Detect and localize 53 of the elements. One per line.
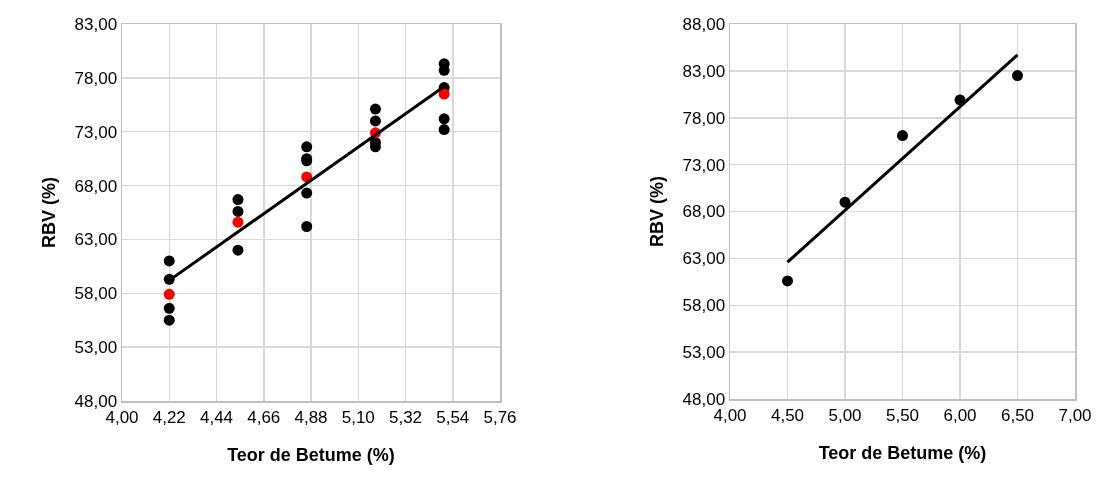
point xyxy=(438,88,450,100)
x-axis-title: Teor de Betume (%) xyxy=(818,442,987,463)
point xyxy=(1012,70,1023,82)
x-tick-label: 4,66 xyxy=(247,407,281,427)
point xyxy=(438,124,450,136)
y-tick-label: 58,00 xyxy=(74,284,118,304)
y-tick-label: 83,00 xyxy=(74,14,118,34)
y-axis-title: RBV (%) xyxy=(39,177,59,248)
x-tick-label: 5,32 xyxy=(388,407,423,427)
point xyxy=(163,302,175,314)
x-tick-label: 6,50 xyxy=(1000,405,1035,425)
y-tick-label: 73,00 xyxy=(682,155,726,175)
x-tick-label: 5,00 xyxy=(828,405,862,425)
point xyxy=(232,216,244,228)
x-axis-title: Teor de Betume (%) xyxy=(227,444,395,465)
x-tick-label: 5,10 xyxy=(341,407,375,427)
point xyxy=(301,187,313,199)
point xyxy=(839,196,851,208)
point xyxy=(369,103,381,115)
y-tick-label: 53,00 xyxy=(682,343,726,363)
x-tick-label: 4,44 xyxy=(199,407,234,427)
x-tick-label: 5,54 xyxy=(436,407,470,427)
point xyxy=(232,194,244,206)
x-tick-label: 4,50 xyxy=(770,405,805,425)
y-tick-label: 73,00 xyxy=(74,122,118,142)
point xyxy=(301,221,313,232)
y-tick-label: 78,00 xyxy=(74,68,118,88)
y-tick-label: 63,00 xyxy=(682,249,726,269)
y-tick-label: 58,00 xyxy=(682,296,726,316)
y-axis-title: RBV (%) xyxy=(647,176,667,247)
y-tick-label: 68,00 xyxy=(74,176,118,196)
x-tick-label: 5,50 xyxy=(885,405,920,425)
y-tick-label: 83,00 xyxy=(682,61,726,81)
point xyxy=(301,141,313,153)
y-tick-label: 68,00 xyxy=(682,202,726,222)
point xyxy=(897,130,908,142)
y-tick-label: 78,00 xyxy=(682,108,726,128)
point xyxy=(232,244,244,256)
x-tick-label: 4,88 xyxy=(294,407,328,427)
point xyxy=(163,288,175,300)
point xyxy=(438,113,450,125)
point xyxy=(369,115,381,127)
x-tick-label: 5,76 xyxy=(483,407,517,427)
x-tick-label: 4,22 xyxy=(152,407,186,427)
x-tick-label: 7,00 xyxy=(1058,405,1092,425)
point xyxy=(163,255,175,267)
y-tick-label: 53,00 xyxy=(74,338,118,358)
x-tick-label: 6,00 xyxy=(943,405,977,425)
y-tick-label: 63,00 xyxy=(74,230,118,250)
point xyxy=(232,205,244,217)
y-tick-label: 88,00 xyxy=(682,14,726,34)
point xyxy=(782,275,793,287)
point xyxy=(163,314,175,326)
